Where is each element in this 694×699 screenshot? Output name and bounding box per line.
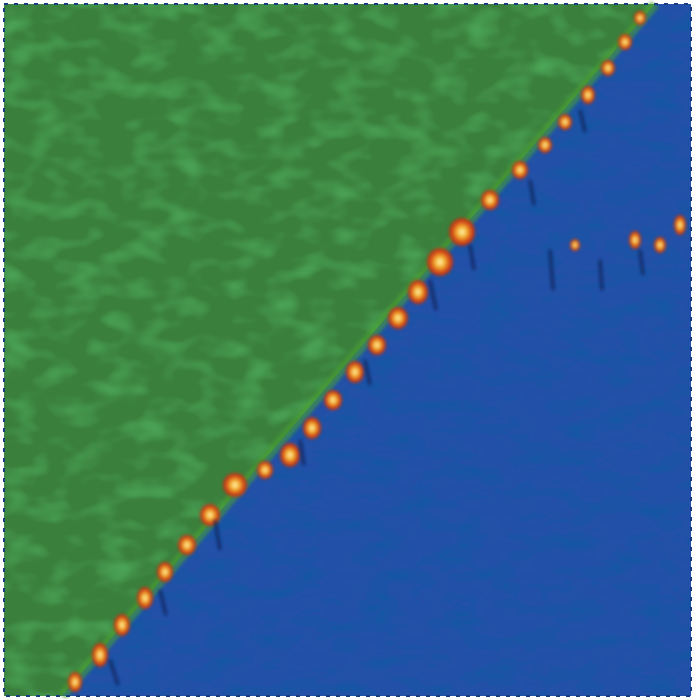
blob <box>303 417 321 439</box>
blob <box>481 190 499 210</box>
blob <box>538 137 552 153</box>
blob <box>634 11 646 25</box>
blob <box>408 280 428 304</box>
blob <box>570 239 580 251</box>
blob <box>618 34 632 50</box>
blob <box>223 473 247 497</box>
blob <box>68 672 82 692</box>
blob <box>674 215 686 235</box>
field-image <box>0 0 694 699</box>
blob <box>92 643 108 667</box>
streak <box>600 260 602 290</box>
blob <box>280 443 300 467</box>
blob <box>558 114 572 130</box>
page <box>0 0 694 699</box>
blob <box>449 218 475 246</box>
blob <box>324 390 342 410</box>
blob <box>629 231 641 249</box>
blob <box>346 361 364 383</box>
blob <box>427 248 453 276</box>
blob <box>114 614 130 636</box>
blob <box>178 535 196 555</box>
blob <box>137 587 153 609</box>
blob <box>581 86 595 104</box>
blob <box>257 461 273 479</box>
blob <box>200 504 220 526</box>
blob <box>368 335 386 355</box>
blob <box>512 161 528 179</box>
blob <box>601 60 615 76</box>
blob <box>157 562 173 582</box>
blob <box>388 307 408 329</box>
blob <box>654 237 666 253</box>
